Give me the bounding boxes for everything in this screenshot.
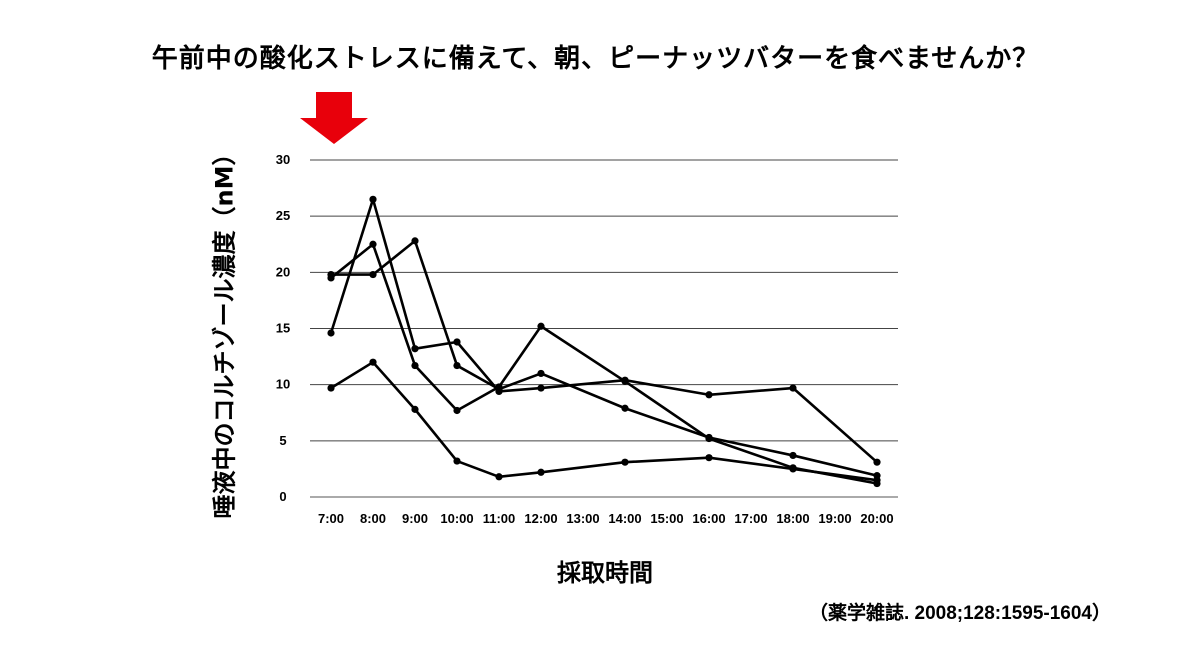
y-tick-label: 30 xyxy=(276,152,290,167)
data-point xyxy=(789,465,797,473)
series-3 xyxy=(327,237,881,480)
series-line xyxy=(329,360,879,482)
citation: （薬学雑誌. 2008;128:1595-1604） xyxy=(808,603,1111,624)
y-tick-label: 25 xyxy=(276,208,290,223)
down-arrow-icon xyxy=(300,92,368,144)
data-point xyxy=(411,361,419,370)
data-point xyxy=(621,458,629,466)
x-tick-labels: 7:00 8:00 9:00 10:00 11:00 12:00 13:00 14:00 15:… xyxy=(318,511,894,526)
x-tick-label: 14:00 xyxy=(608,511,641,526)
data-point xyxy=(327,384,335,392)
data-point xyxy=(537,322,545,330)
series-line xyxy=(329,239,879,477)
data-point xyxy=(411,345,419,353)
data-point xyxy=(873,476,881,484)
x-tick-label: 8:00 xyxy=(360,511,386,526)
data-point xyxy=(369,358,377,366)
data-point xyxy=(453,457,461,465)
x-axis-label: 採取時間 xyxy=(557,559,653,587)
series-2 xyxy=(327,240,881,488)
data-point xyxy=(453,361,461,370)
data-point xyxy=(369,270,377,279)
x-tick-label: 17:00 xyxy=(734,511,767,526)
data-point xyxy=(411,237,419,245)
x-tick-label: 9:00 xyxy=(402,511,428,526)
x-tick-label: 20:00 xyxy=(860,511,893,526)
x-tick-label: 12:00 xyxy=(524,511,557,526)
x-tick-label: 15:00 xyxy=(650,511,683,526)
y-axis-label: 唾液中のコルチゾール濃度（nM） xyxy=(210,141,239,519)
data-point xyxy=(495,385,503,393)
series-line xyxy=(329,242,879,485)
data-point xyxy=(789,384,797,392)
series-line xyxy=(329,198,879,464)
y-tick-label: 20 xyxy=(276,264,290,279)
data-point xyxy=(537,384,545,392)
y-tick-labels: 0 5 10 15 20 25 30 xyxy=(276,152,290,504)
data-point xyxy=(327,329,335,337)
data-point xyxy=(453,406,461,415)
data-point xyxy=(537,369,545,378)
grid-lines xyxy=(310,159,898,498)
data-point xyxy=(705,391,713,399)
data-point xyxy=(327,270,335,279)
series-1 xyxy=(327,195,881,466)
data-point xyxy=(705,433,713,442)
data-point xyxy=(537,468,545,476)
y-tick-label: 0 xyxy=(279,489,286,504)
data-point xyxy=(621,377,629,385)
x-tick-label: 10:00 xyxy=(440,511,473,526)
y-tick-label: 10 xyxy=(276,377,290,392)
data-point xyxy=(789,451,797,460)
series-4 xyxy=(327,358,881,484)
x-tick-label: 7:00 xyxy=(318,511,344,526)
data-point xyxy=(369,240,377,248)
data-point xyxy=(705,454,713,462)
page-title: 午前中の酸化ストレスに備えて、朝、ピーナッツバターを食べませんか？ xyxy=(151,44,1040,74)
y-tick-label: 15 xyxy=(276,321,290,336)
data-point xyxy=(369,195,377,203)
x-tick-label: 16:00 xyxy=(692,511,725,526)
x-tick-label: 18:00 xyxy=(776,511,809,526)
x-tick-label: 13:00 xyxy=(566,511,599,526)
x-tick-label: 11:00 xyxy=(483,511,516,526)
data-point xyxy=(873,458,881,466)
series-lines xyxy=(327,195,881,488)
data-point xyxy=(453,338,461,346)
x-tick-label: 19:00 xyxy=(818,511,851,526)
data-point xyxy=(411,405,419,413)
y-tick-label: 5 xyxy=(279,433,286,448)
data-point xyxy=(495,473,503,481)
data-point xyxy=(621,404,629,412)
